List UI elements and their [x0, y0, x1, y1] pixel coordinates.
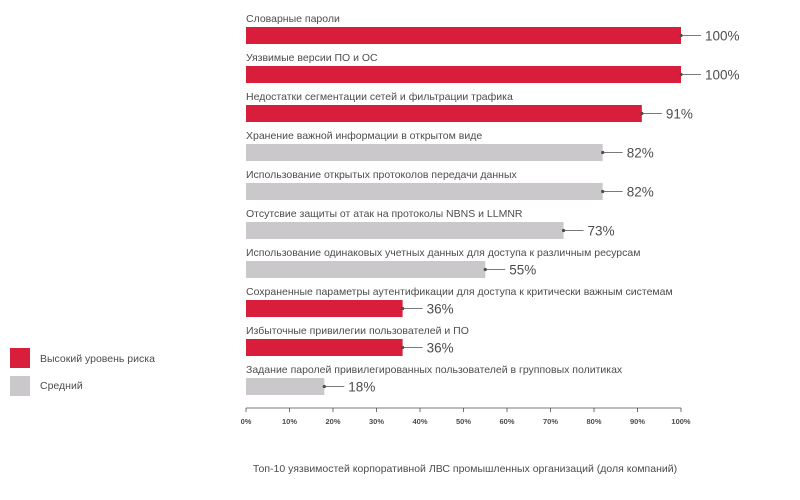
- bar-row: Использование открытых протоколов переда…: [246, 169, 654, 200]
- value-label: 18%: [348, 380, 375, 395]
- bar-row: Недостатки сегментации сетей и фильтраци…: [246, 91, 693, 122]
- category-label: Избыточные привилегии пользователей и ПО: [246, 325, 469, 337]
- bar: [246, 378, 325, 395]
- category-label: Задание паролей привилегированных пользо…: [246, 364, 623, 376]
- category-label: Отсутсвие защиты от атак на протоколы NB…: [246, 208, 523, 220]
- value-label: 82%: [627, 185, 654, 200]
- value-marker: [561, 228, 566, 233]
- bar-row: Сохраненные параметры аутентификации для…: [246, 286, 673, 317]
- x-tick-label: 80%: [586, 417, 601, 426]
- category-label: Использование открытых протоколов переда…: [246, 169, 518, 181]
- legend-label-high: Высокий уровень риска: [40, 353, 155, 365]
- value-label: 91%: [666, 107, 693, 122]
- value-marker: [679, 72, 683, 77]
- value-marker: [640, 111, 644, 116]
- value-label: 36%: [427, 341, 454, 356]
- bar: [246, 300, 403, 317]
- x-tick-label: 60%: [499, 417, 514, 426]
- bar: [246, 222, 564, 239]
- bar: [246, 27, 681, 44]
- bar: [246, 105, 642, 122]
- value-label: 36%: [427, 302, 454, 317]
- value-marker: [401, 345, 405, 350]
- value-label: 73%: [588, 224, 615, 239]
- value-label: 55%: [509, 263, 536, 278]
- legend-swatch-medium: [10, 376, 30, 396]
- value-marker: [679, 33, 683, 38]
- bar-row: Словарные пароли 100%: [246, 13, 740, 44]
- bar: [246, 183, 603, 200]
- category-label: Сохраненные параметры аутентификации для…: [246, 286, 673, 298]
- legend-label-medium: Средний: [40, 380, 83, 392]
- bar: [246, 144, 603, 161]
- bar: [246, 339, 403, 356]
- bar-row: Отсутсвие защиты от атак на протоколы NB…: [246, 208, 615, 239]
- value-marker: [483, 267, 487, 272]
- value-marker: [601, 189, 605, 194]
- bar-row: Задание паролей привилегированных пользо…: [246, 364, 623, 395]
- x-tick-label: 100%: [671, 417, 691, 426]
- x-axis: 0% 10% 20% 30% 40% 50% 60% 70% 80% 90% 100%: [241, 407, 691, 426]
- value-label: 100%: [705, 68, 740, 83]
- value-label: 82%: [627, 146, 654, 161]
- legend: Высокий уровень риска Средний: [10, 348, 155, 396]
- x-tick-label: 50%: [456, 417, 471, 426]
- category-label: Использование одинаковых учетных данных …: [246, 247, 640, 259]
- x-tick-label: 40%: [412, 417, 427, 426]
- bar-row: Хранение важной информации в открытом ви…: [246, 130, 654, 161]
- x-tick-label: 90%: [630, 417, 645, 426]
- value-label: 100%: [705, 29, 740, 44]
- value-marker: [601, 150, 605, 155]
- bar: [246, 261, 486, 278]
- x-tick-label: 70%: [543, 417, 558, 426]
- bar: [246, 66, 681, 83]
- x-tick-label: 0%: [241, 417, 252, 426]
- legend-swatch-high: [10, 348, 30, 368]
- value-marker: [322, 384, 326, 389]
- category-label: Уязвимые версии ПО и ОС: [246, 52, 378, 64]
- category-label: Хранение важной информации в открытом ви…: [246, 130, 482, 142]
- x-tick-label: 30%: [369, 417, 384, 426]
- bar-row: Уязвимые версии ПО и ОС 100%: [246, 52, 740, 83]
- category-label: Недостатки сегментации сетей и фильтраци…: [246, 91, 513, 103]
- chart-caption: Топ-10 уязвимостей корпоративной ЛВС про…: [253, 463, 677, 475]
- category-label: Словарные пароли: [246, 13, 340, 25]
- bar-row: Использование одинаковых учетных данных …: [246, 247, 640, 278]
- x-tick-label: 20%: [325, 417, 340, 426]
- bar-row: Избыточные привилегии пользователей и ПО…: [246, 325, 469, 356]
- x-tick-label: 10%: [282, 417, 297, 426]
- value-marker: [401, 306, 405, 311]
